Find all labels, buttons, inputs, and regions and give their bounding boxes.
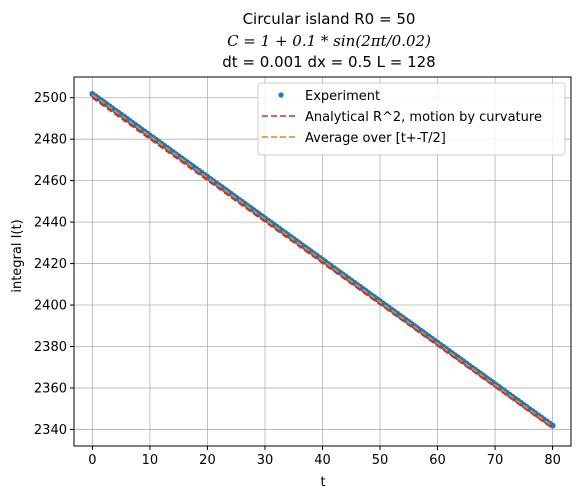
y-tick-label: 2460 [34,174,67,189]
x-axis-label: t [320,475,325,490]
chart-title-line-3: dt = 0.001 dx = 0.5 L = 128 [222,53,435,71]
x-tick-label: 80 [544,453,561,468]
chart-title-line-1: Circular island R0 = 50 [243,10,416,28]
y-tick-label: 2440 [34,216,67,231]
x-tick-label: 50 [372,453,389,468]
y-tick-label: 2380 [34,340,67,355]
axis-ticks: 0 10 20 30 40 50 60 70 80 2340 2360 2380 2400 2420 244… [34,91,561,468]
x-tick-label: 60 [429,453,446,468]
y-tick-label: 2400 [34,299,67,314]
x-tick-label: 40 [314,453,331,468]
y-tick-label: 2340 [34,423,67,438]
experiment-point [549,422,556,429]
x-tick-label: 0 [88,453,96,468]
analytical-line [91,96,554,430]
legend-label-analytical: Analytical R^2, motion by curvature [305,110,542,125]
legend-label-experiment: Experiment [305,89,380,104]
x-tick-label: 10 [142,453,159,468]
legend-box [257,82,566,156]
legend-marker-experiment [278,92,284,98]
plot-series [89,90,556,430]
x-tick-label: 20 [199,453,216,468]
chart-title-line-2: C = 1 + 0.1 * sin(2πt/0.02) [227,32,431,50]
y-tick-label: 2360 [34,381,67,396]
x-tick-label: 30 [257,453,274,468]
legend-label-average: Average over [t+-T/2] [305,131,446,146]
average-line [91,93,554,428]
y-tick-label: 2420 [34,257,67,272]
y-tick-label: 2500 [34,91,67,106]
legend: Experiment Analytical R^2, motion by cur… [257,82,566,156]
y-axis-label: integral I(t) [10,219,25,292]
y-tick-label: 2480 [34,133,67,148]
x-tick-label: 70 [487,453,504,468]
